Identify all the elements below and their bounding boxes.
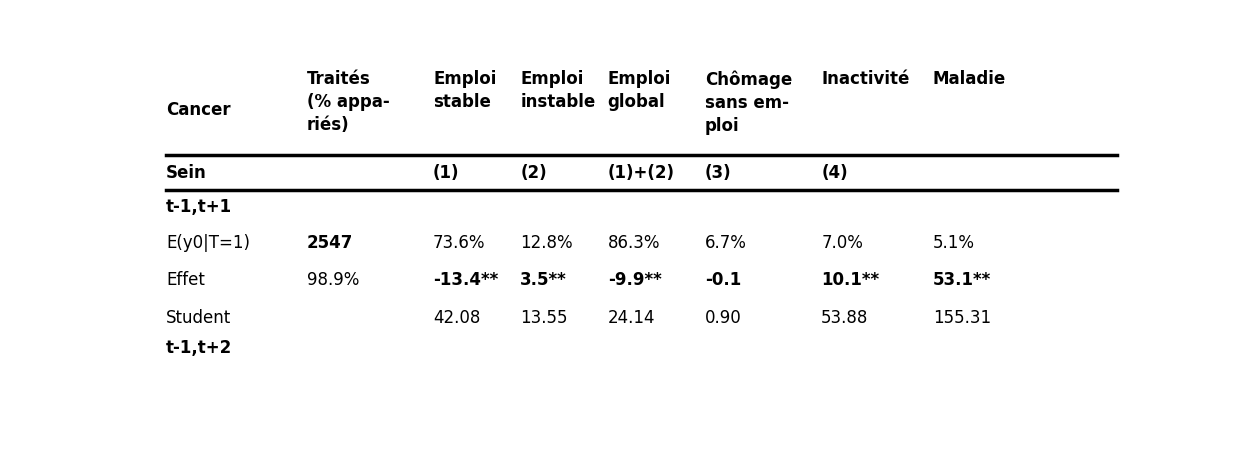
Text: 86.3%: 86.3% — [607, 233, 660, 252]
Text: 10.1**: 10.1** — [821, 271, 879, 289]
Text: 98.9%: 98.9% — [307, 271, 359, 289]
Text: Chômage
sans em-
ploi: Chômage sans em- ploi — [705, 70, 793, 135]
Text: (4): (4) — [821, 164, 848, 182]
Text: 53.1**: 53.1** — [933, 271, 992, 289]
Text: -0.1: -0.1 — [705, 271, 741, 289]
Text: Student: Student — [167, 309, 232, 327]
Text: 24.14: 24.14 — [607, 309, 655, 327]
Text: Inactivité: Inactivité — [821, 70, 909, 88]
Text: 12.8%: 12.8% — [521, 233, 573, 252]
Text: Maladie: Maladie — [933, 70, 1007, 88]
Text: 73.6%: 73.6% — [433, 233, 486, 252]
Text: t-1,t+2: t-1,t+2 — [167, 339, 233, 357]
Text: 53.88: 53.88 — [821, 309, 869, 327]
Text: 5.1%: 5.1% — [933, 233, 975, 252]
Text: E(y0|T=1): E(y0|T=1) — [167, 233, 250, 252]
Text: (1)+(2): (1)+(2) — [607, 164, 675, 182]
Text: -9.9**: -9.9** — [607, 271, 661, 289]
Text: -13.4**: -13.4** — [433, 271, 498, 289]
Text: 0.90: 0.90 — [705, 309, 741, 327]
Text: 13.55: 13.55 — [521, 309, 568, 327]
Text: (1): (1) — [433, 164, 459, 182]
Text: 42.08: 42.08 — [433, 309, 481, 327]
Text: 3.5**: 3.5** — [521, 271, 567, 289]
Text: 6.7%: 6.7% — [705, 233, 746, 252]
Text: Cancer: Cancer — [167, 101, 230, 119]
Text: (3): (3) — [705, 164, 731, 182]
Text: t-1,t+1: t-1,t+1 — [167, 198, 233, 216]
Text: Emploi
global: Emploi global — [607, 70, 671, 111]
Text: 2547: 2547 — [307, 233, 353, 252]
Text: 155.31: 155.31 — [933, 309, 990, 327]
Text: 7.0%: 7.0% — [821, 233, 863, 252]
Text: (2): (2) — [521, 164, 547, 182]
Text: Emploi
instable: Emploi instable — [521, 70, 596, 111]
Text: Sein: Sein — [167, 164, 207, 182]
Text: Emploi
stable: Emploi stable — [433, 70, 496, 111]
Text: Effet: Effet — [167, 271, 205, 289]
Text: Traités
(% appa-
riés): Traités (% appa- riés) — [307, 70, 389, 134]
